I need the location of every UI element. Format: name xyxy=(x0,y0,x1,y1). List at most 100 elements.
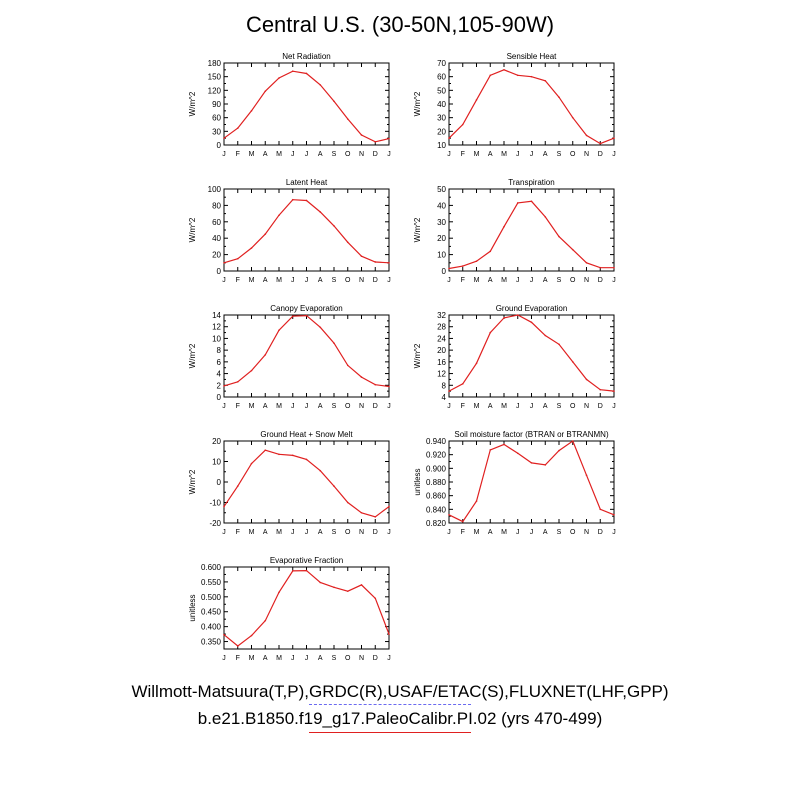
y-tick-label: 24 xyxy=(437,334,446,343)
y-tick-label: 10 xyxy=(212,334,221,343)
x-tick-label: A xyxy=(488,529,493,536)
x-tick-label: J xyxy=(387,529,391,536)
y-tick-label: 30 xyxy=(437,114,446,123)
x-tick-label: F xyxy=(236,655,240,662)
panel-title: Ground Heat + Snow Melt xyxy=(260,430,353,439)
data-point xyxy=(544,334,547,337)
x-tick-label: M xyxy=(249,277,255,284)
plot-frame xyxy=(223,440,390,524)
panel-title: Net Radiation xyxy=(282,52,330,61)
x-tick-label: M xyxy=(249,529,255,536)
data-point xyxy=(461,265,464,267)
data-point xyxy=(388,505,390,508)
data-point xyxy=(516,314,519,316)
data-point xyxy=(388,262,390,264)
data-point xyxy=(250,462,253,465)
data-point xyxy=(475,99,478,101)
x-tick-label: J xyxy=(516,403,520,410)
series-line-model xyxy=(448,440,615,523)
series-line-model xyxy=(448,314,615,392)
x-tick-label: J xyxy=(387,403,391,410)
data-point xyxy=(223,505,225,508)
data-point xyxy=(374,597,377,600)
x-tick-label: O xyxy=(570,277,576,284)
x-tick-label: S xyxy=(557,403,562,410)
series-line-model xyxy=(448,69,615,145)
y-tick-label: 100 xyxy=(208,185,222,194)
x-tick-label: J xyxy=(222,403,226,410)
data-point xyxy=(291,70,294,72)
data-point xyxy=(613,390,615,392)
x-tick-label: A xyxy=(318,151,323,158)
data-point xyxy=(599,388,602,391)
data-point xyxy=(291,315,294,317)
data-point xyxy=(599,508,602,511)
y-tick-label: 0.900 xyxy=(426,464,447,473)
data-point xyxy=(516,74,519,77)
x-tick-label: M xyxy=(501,529,507,536)
data-point xyxy=(388,385,390,388)
data-point xyxy=(346,590,349,592)
x-tick-label: J xyxy=(222,529,226,536)
data-point xyxy=(250,247,253,249)
data-point xyxy=(236,645,239,647)
data-point xyxy=(530,200,533,203)
y-tick-label: 32 xyxy=(437,311,446,320)
x-tick-label: A xyxy=(318,277,323,284)
x-tick-label: A xyxy=(263,277,268,284)
y-tick-label: 14 xyxy=(212,311,221,320)
data-point xyxy=(305,199,308,202)
x-tick-label: A xyxy=(263,151,268,158)
data-point xyxy=(503,443,505,446)
data-point xyxy=(319,211,322,213)
panel-title: Evaporative Fraction xyxy=(270,556,343,565)
data-point xyxy=(333,485,335,487)
data-point xyxy=(223,385,225,387)
x-tick-label: S xyxy=(332,151,337,158)
y-tick-label: 40 xyxy=(212,234,221,243)
x-tick-label: S xyxy=(557,277,562,284)
x-tick-label: N xyxy=(359,403,364,410)
y-tick-label: 60 xyxy=(212,114,221,123)
chart-sensible-heat: Sensible Heat 10 20 30 40 50 60 70 J F M A M J J A S O N D J… xyxy=(413,52,616,158)
data-point xyxy=(448,514,450,516)
y-tick-label: 50 xyxy=(437,86,446,95)
data-point xyxy=(530,462,533,464)
y-tick-label: 80 xyxy=(212,201,221,210)
y-tick-label: 30 xyxy=(212,127,221,136)
x-tick-label: O xyxy=(345,277,351,284)
x-tick-label: N xyxy=(584,403,589,410)
data-point xyxy=(223,633,225,636)
data-point xyxy=(346,118,349,120)
data-point xyxy=(475,260,478,262)
y-tick-label: 28 xyxy=(437,323,446,332)
data-point xyxy=(585,262,588,264)
data-point xyxy=(571,440,574,442)
y-tick-label: 4 xyxy=(217,370,222,379)
y-tick-label: 0.840 xyxy=(426,505,447,514)
data-point xyxy=(360,255,363,258)
data-point xyxy=(360,376,363,378)
chart-ground-evaporation: Ground Evaporation 4 8 12 16 20 24 28 32 J F M A M J J A… xyxy=(413,304,616,410)
x-tick-label: J xyxy=(612,151,616,158)
y-tick-label: 0.880 xyxy=(426,478,447,487)
x-tick-label: J xyxy=(222,277,226,284)
data-point xyxy=(333,225,335,227)
y-tick-label: 60 xyxy=(212,218,221,227)
x-tick-label: A xyxy=(488,403,493,410)
data-point xyxy=(236,127,239,129)
legend-observations-line xyxy=(309,704,471,705)
x-tick-label: S xyxy=(557,151,562,158)
y-tick-label: 30 xyxy=(437,218,446,227)
y-tick-label: 10 xyxy=(212,458,221,467)
data-point xyxy=(516,202,519,204)
x-tick-label: M xyxy=(249,403,255,410)
data-point xyxy=(305,569,308,572)
data-point xyxy=(544,79,547,82)
data-point xyxy=(264,233,267,235)
y-tick-label: 8 xyxy=(217,346,222,355)
x-tick-label: J xyxy=(387,655,391,662)
data-point xyxy=(571,116,574,119)
y-tick-label: -10 xyxy=(209,499,221,508)
x-tick-label: J xyxy=(447,277,451,284)
